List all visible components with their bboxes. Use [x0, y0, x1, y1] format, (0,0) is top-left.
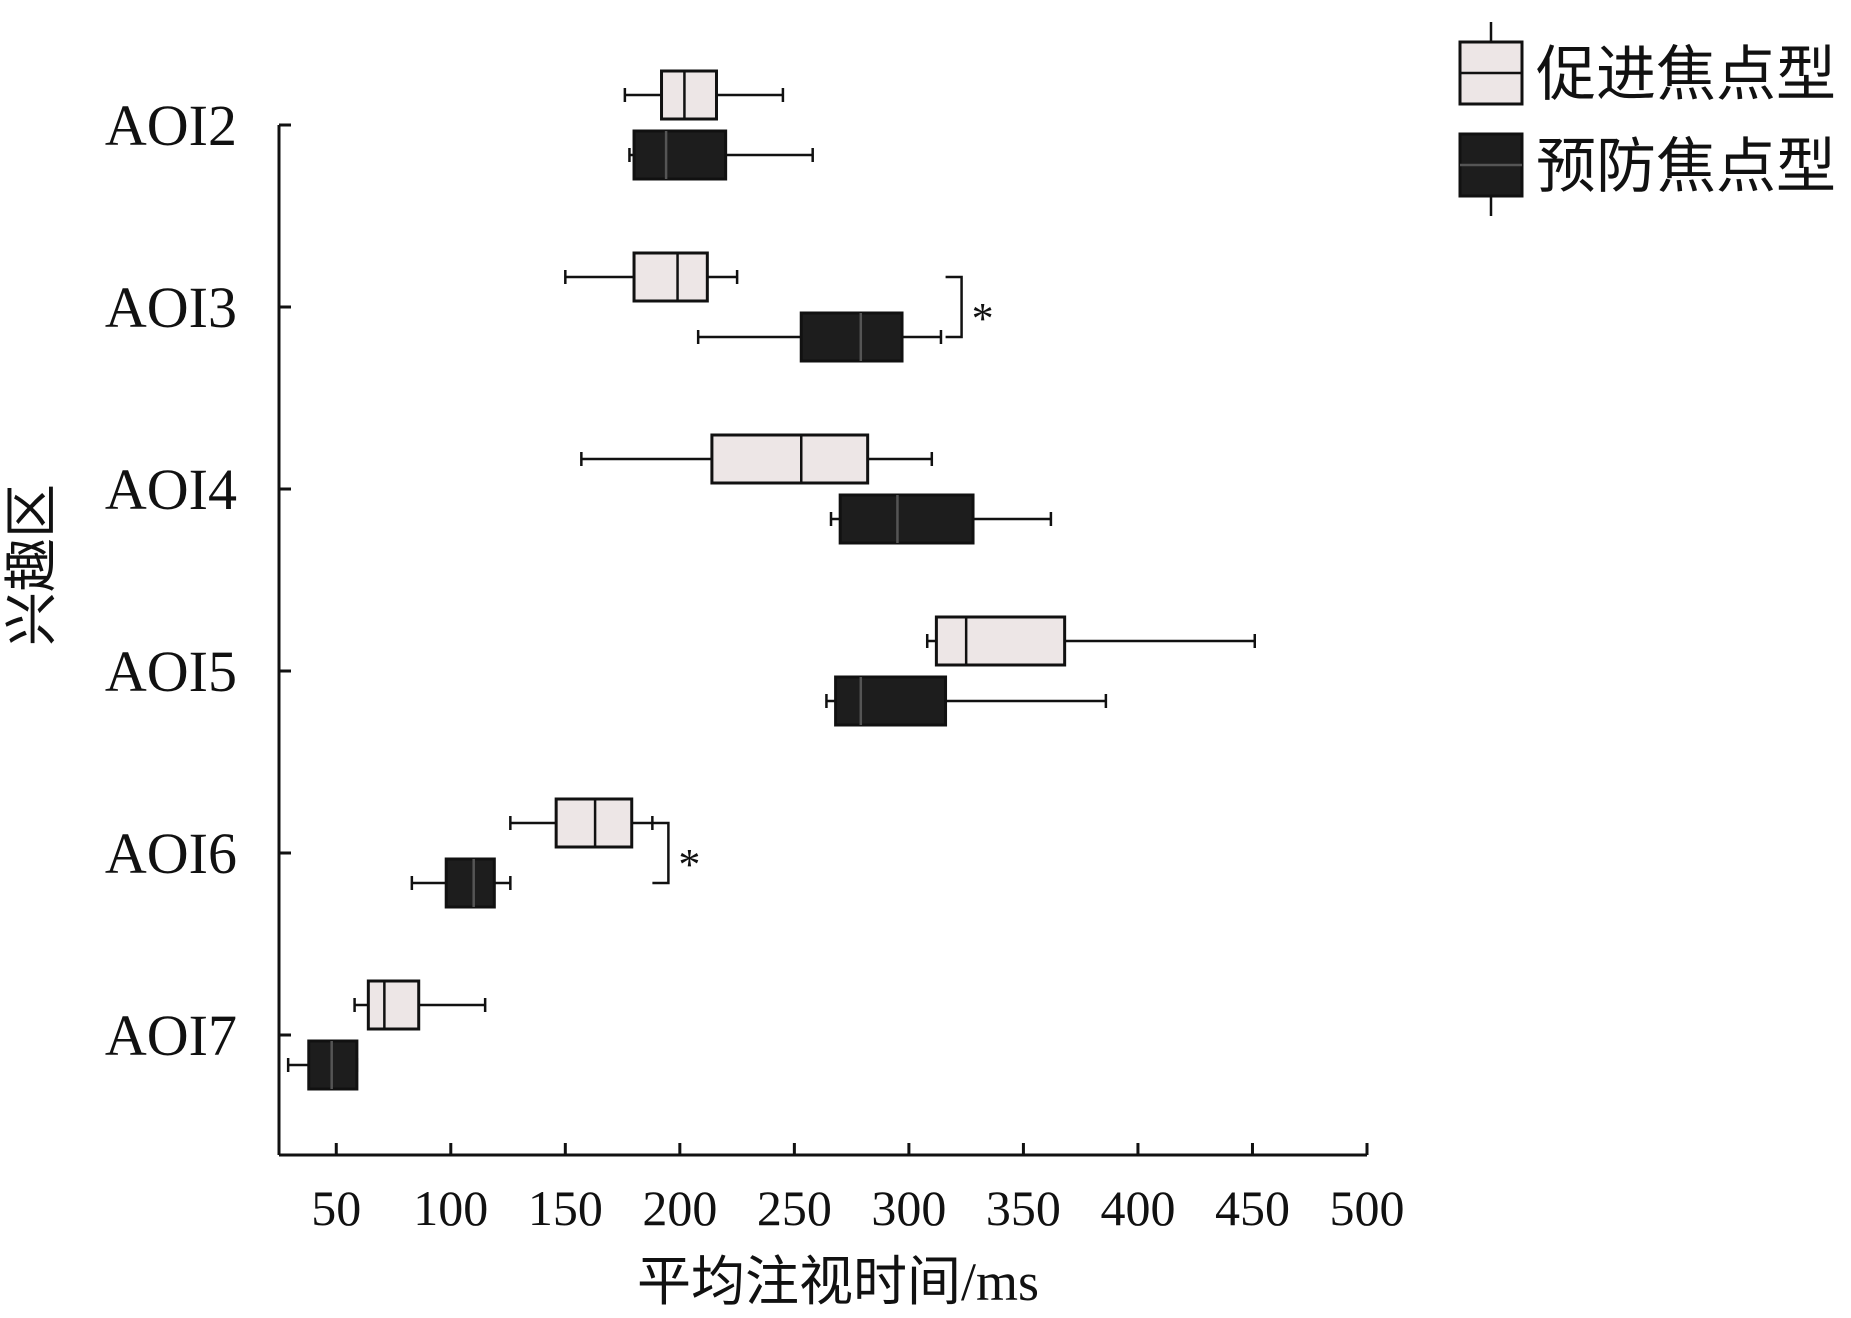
- x-axis-title: 平均注视时间/ms: [637, 1252, 1039, 1312]
- box-iqr: [444, 857, 496, 909]
- box-group: [825, 675, 1108, 727]
- box-group: [410, 857, 512, 909]
- x-tick-label: 450: [1215, 1180, 1290, 1236]
- x-tick-label: 300: [871, 1180, 946, 1236]
- y-category-label: AOI5: [105, 639, 237, 704]
- box-group: [925, 615, 1257, 667]
- box-group: [580, 433, 934, 485]
- x-tick-label: 100: [413, 1180, 488, 1236]
- significance-bracket: [652, 821, 670, 885]
- x-tick-label: 150: [528, 1180, 603, 1236]
- box-iqr: [710, 433, 870, 485]
- legend-label: 促进焦点型: [1536, 42, 1836, 108]
- x-tick-label: 200: [642, 1180, 717, 1236]
- x-tick-label: 50: [311, 1180, 361, 1236]
- box-iqr: [366, 979, 421, 1031]
- box-group: [628, 129, 814, 181]
- box-iqr: [838, 493, 975, 545]
- legend-label: 预防焦点型: [1536, 134, 1836, 200]
- y-category-label: AOI6: [105, 821, 237, 886]
- axes: 50 100 150 200 250 300 350 400 450 500 AOI2 AOI3 AOI…: [105, 93, 1405, 1236]
- box-iqr: [834, 675, 948, 727]
- box-iqr: [934, 615, 1067, 667]
- y-category-label: AOI2: [105, 93, 237, 158]
- box-iqr: [632, 251, 709, 303]
- legend-item: 预防焦点型: [1458, 132, 1836, 216]
- box-iqr: [632, 129, 728, 181]
- box-group: [696, 311, 943, 363]
- box-group: [509, 797, 654, 849]
- x-tick-label: 500: [1330, 1180, 1405, 1236]
- box-iqr: [660, 69, 718, 121]
- x-tick-label: 350: [986, 1180, 1061, 1236]
- significance-bracket: [945, 275, 963, 339]
- y-category-label: AOI3: [105, 275, 237, 340]
- box-group: [564, 251, 739, 303]
- legend-item: 促进焦点型: [1458, 22, 1836, 108]
- plot-area: **: [286, 69, 1257, 1091]
- x-tick-label: 250: [757, 1180, 832, 1236]
- significance-marker: *: [678, 840, 700, 889]
- y-category-label: AOI4: [105, 457, 237, 522]
- box-group: [623, 69, 785, 121]
- box-iqr: [799, 311, 904, 363]
- x-tick-label: 400: [1100, 1180, 1175, 1236]
- y-axis-title: 兴趣区: [2, 484, 62, 646]
- y-category-label: AOI7: [105, 1003, 237, 1068]
- box-group: [829, 493, 1053, 545]
- box-group: [286, 1039, 359, 1091]
- box-group: [353, 979, 487, 1031]
- significance-marker: *: [972, 294, 994, 343]
